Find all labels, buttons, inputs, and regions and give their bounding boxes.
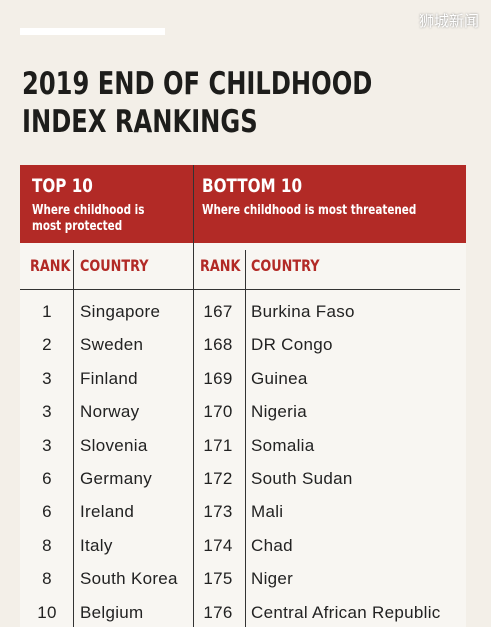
rank-cell: 170 bbox=[203, 402, 233, 422]
country-cell: South Korea bbox=[80, 569, 178, 589]
country-cell: Nigeria bbox=[251, 402, 307, 422]
group-subtitle: Where childhood is most protected bbox=[32, 203, 145, 234]
title-line: INDEX RANKINGS bbox=[22, 104, 258, 140]
table-bg bbox=[20, 243, 466, 627]
top-bar bbox=[20, 28, 165, 35]
rank-cell: 168 bbox=[203, 335, 233, 355]
rank-cell: 176 bbox=[203, 602, 233, 622]
header-band bbox=[20, 165, 466, 243]
rank-cell: 2 bbox=[42, 335, 52, 355]
rank-cell: 169 bbox=[203, 368, 233, 388]
column-header: COUNTRY bbox=[251, 256, 320, 275]
rank-cell: 3 bbox=[42, 368, 52, 388]
country-cell: Belgium bbox=[80, 602, 144, 622]
rank-cell: 175 bbox=[203, 569, 233, 589]
rank-cell: 173 bbox=[203, 502, 233, 522]
header-rule bbox=[20, 289, 460, 290]
column-header: RANK bbox=[30, 256, 71, 275]
group-subtitle: Where childhood is most threatened bbox=[202, 203, 417, 218]
title-line: 2019 END OF CHILDHOOD bbox=[22, 66, 373, 102]
country-cell: Chad bbox=[251, 535, 293, 555]
country-cell: Germany bbox=[80, 469, 153, 488]
country-cell: Italy bbox=[80, 535, 113, 555]
country-cell: Guinea bbox=[251, 368, 308, 388]
rank-cell: 8 bbox=[42, 569, 52, 589]
rank-cell: 8 bbox=[42, 535, 52, 555]
divider bbox=[73, 250, 74, 627]
country-cell: Somalia bbox=[251, 435, 315, 455]
country-cell: Niger bbox=[251, 569, 294, 589]
rank-cell: 174 bbox=[203, 535, 233, 555]
country-cell: Slovenia bbox=[80, 435, 148, 455]
column-header: COUNTRY bbox=[80, 256, 149, 275]
rank-cell: 167 bbox=[203, 302, 233, 321]
country-cell: Sweden bbox=[80, 335, 144, 355]
country-cell: Ireland bbox=[80, 502, 135, 522]
column-header: RANK bbox=[200, 256, 241, 275]
divider bbox=[193, 165, 194, 627]
country-cell: Singapore bbox=[80, 302, 161, 321]
rank-cell: 1 bbox=[42, 302, 52, 321]
country-cell: Finland bbox=[80, 368, 138, 388]
country-cell: Central African Republic bbox=[251, 602, 441, 622]
group-title: TOP 10 bbox=[32, 175, 93, 197]
rank-cell: 6 bbox=[42, 469, 52, 488]
rank-cell: 171 bbox=[203, 435, 233, 455]
country-cell: Norway bbox=[80, 402, 140, 422]
rank-cell: 172 bbox=[203, 469, 233, 488]
country-cell: DR Congo bbox=[251, 335, 333, 355]
country-cell: Burkina Faso bbox=[251, 302, 355, 321]
watermark: 狮城新闻 bbox=[418, 12, 479, 30]
rank-cell: 10 bbox=[37, 602, 57, 622]
divider bbox=[245, 250, 246, 627]
rank-cell: 3 bbox=[42, 402, 52, 422]
rank-cell: 6 bbox=[42, 502, 52, 522]
country-cell: Mali bbox=[251, 502, 284, 522]
rank-cell: 3 bbox=[42, 435, 52, 455]
country-cell: South Sudan bbox=[251, 469, 353, 488]
group-title: BOTTOM 10 bbox=[202, 175, 303, 197]
